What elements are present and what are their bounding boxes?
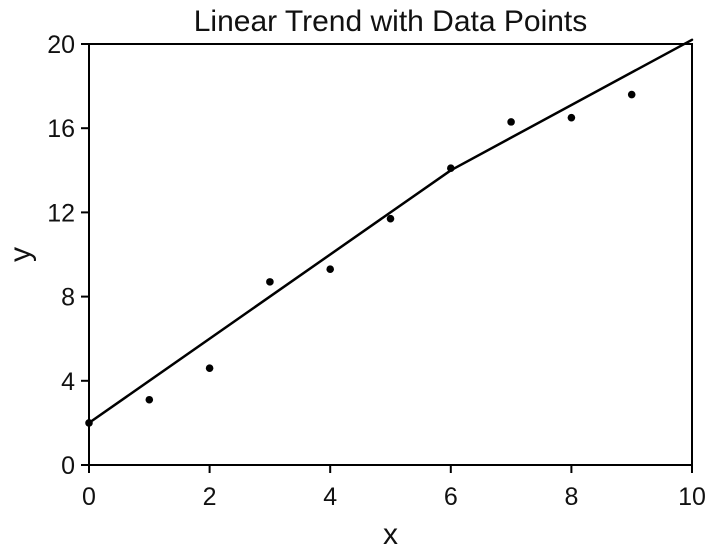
x-tick-label: 8 [564, 483, 578, 511]
data-point [145, 395, 154, 404]
y-tick-label: 4 [61, 368, 75, 396]
chart-title: Linear Trend with Data Points [194, 5, 588, 38]
y-tick-label: 12 [47, 199, 75, 227]
x-tick-label: 2 [203, 483, 217, 511]
data-points-layer [85, 90, 636, 427]
y-axis-label: y [4, 247, 37, 262]
y-tick-label: 8 [61, 284, 75, 312]
x-tick-label: 6 [444, 483, 458, 511]
y-tick-label: 16 [47, 115, 75, 143]
data-point [326, 265, 335, 274]
x-tick-label: 4 [323, 483, 337, 511]
y-tick-label: 0 [61, 452, 75, 480]
x-tick-label: 0 [82, 483, 96, 511]
y-tick-label: 20 [47, 31, 75, 59]
data-point [447, 164, 455, 172]
data-point [627, 90, 636, 99]
data-point [567, 113, 576, 122]
tick-layer: 0 2 4 6 8 10 0 4 8 12 16 20 [47, 31, 706, 511]
data-point [386, 214, 395, 223]
data-point [205, 364, 214, 372]
trend-line [87, 38, 694, 425]
data-point [266, 278, 274, 286]
x-tick-label: 10 [678, 483, 706, 511]
trend-line-layer [87, 38, 694, 425]
data-point [85, 419, 93, 427]
data-point [507, 118, 515, 126]
x-axis-label: x [383, 518, 398, 550]
plot-frame [88, 43, 693, 466]
